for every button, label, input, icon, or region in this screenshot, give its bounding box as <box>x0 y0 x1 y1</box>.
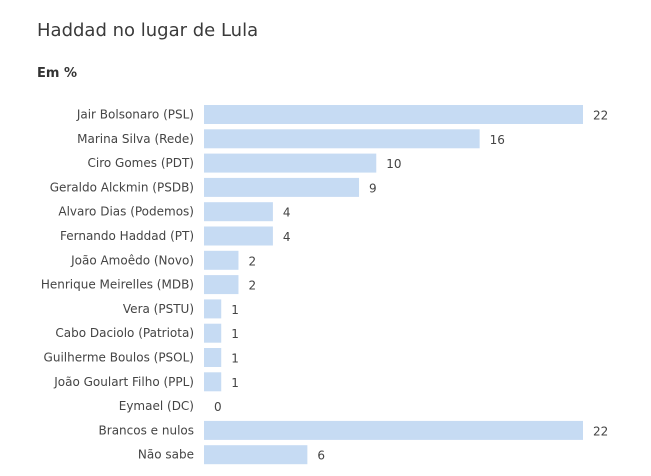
bar <box>204 202 273 222</box>
bar <box>204 275 239 295</box>
category-label: Ciro Gomes (PDT) <box>88 156 195 170</box>
bar <box>204 323 222 343</box>
category-label: Jair Bolsonaro (PSL) <box>76 108 194 122</box>
category-label: Guilherme Boulos (PSOL) <box>44 351 194 365</box>
bar <box>204 226 273 246</box>
chart-title: Haddad no lugar de Lula <box>37 20 259 41</box>
data-label: 1 <box>231 376 239 390</box>
category-label: Eymael (DC) <box>119 399 194 413</box>
category-label: Cabo Daciolo (Patriota) <box>55 326 194 340</box>
category-label: Geraldo Alckmin (PSDB) <box>50 180 194 194</box>
data-label: 10 <box>386 157 401 171</box>
category-label: João Amoêdo (Novo) <box>70 253 194 267</box>
data-label: 9 <box>369 181 377 195</box>
data-label: 1 <box>231 303 239 317</box>
data-label: 16 <box>490 133 505 147</box>
data-label: 2 <box>248 254 256 268</box>
data-label: 22 <box>593 424 608 438</box>
category-label: Não sabe <box>138 448 194 462</box>
bar <box>204 129 480 149</box>
bar <box>204 250 239 270</box>
bar <box>204 105 583 124</box>
bar <box>204 177 360 197</box>
bar <box>204 420 583 440</box>
category-label: Vera (PSTU) <box>123 302 194 316</box>
data-label: 22 <box>593 109 608 123</box>
data-label: 1 <box>231 352 239 366</box>
category-label: Alvaro Dias (Podemos) <box>58 205 194 219</box>
data-label: 1 <box>231 327 239 341</box>
chart-subtitle: Em % <box>37 66 77 81</box>
bar <box>204 299 222 319</box>
bar <box>204 153 377 173</box>
category-label: João Goulart Filho (PPL) <box>53 375 194 389</box>
bar <box>204 372 222 392</box>
category-label: Marina Silva (Rede) <box>77 132 194 146</box>
bar <box>204 348 222 367</box>
data-label: 0 <box>214 400 222 414</box>
data-label: 2 <box>248 279 256 293</box>
data-label: 4 <box>283 206 291 220</box>
category-label: Henrique Meirelles (MDB) <box>41 278 194 292</box>
bar <box>204 445 308 465</box>
category-label: Brancos e nulos <box>99 423 194 437</box>
category-label: Fernando Haddad (PT) <box>60 229 194 243</box>
data-label: 4 <box>283 230 291 244</box>
data-label: 6 <box>317 449 325 463</box>
